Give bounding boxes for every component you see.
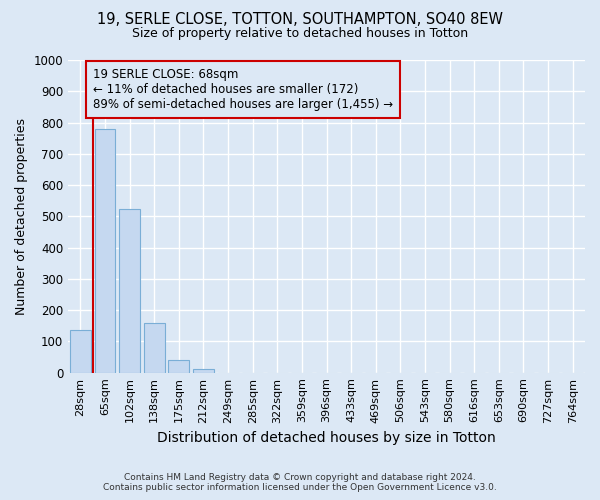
Bar — [144, 322, 164, 372]
Bar — [70, 330, 91, 372]
Y-axis label: Number of detached properties: Number of detached properties — [15, 118, 28, 315]
Text: 19 SERLE CLOSE: 68sqm
← 11% of detached houses are smaller (172)
89% of semi-det: 19 SERLE CLOSE: 68sqm ← 11% of detached … — [93, 68, 393, 111]
Bar — [169, 360, 189, 372]
Bar — [193, 369, 214, 372]
X-axis label: Distribution of detached houses by size in Totton: Distribution of detached houses by size … — [157, 431, 496, 445]
Text: Size of property relative to detached houses in Totton: Size of property relative to detached ho… — [132, 28, 468, 40]
Text: Contains HM Land Registry data © Crown copyright and database right 2024.
Contai: Contains HM Land Registry data © Crown c… — [103, 473, 497, 492]
Text: 19, SERLE CLOSE, TOTTON, SOUTHAMPTON, SO40 8EW: 19, SERLE CLOSE, TOTTON, SOUTHAMPTON, SO… — [97, 12, 503, 28]
Bar — [119, 208, 140, 372]
Bar — [95, 129, 115, 372]
